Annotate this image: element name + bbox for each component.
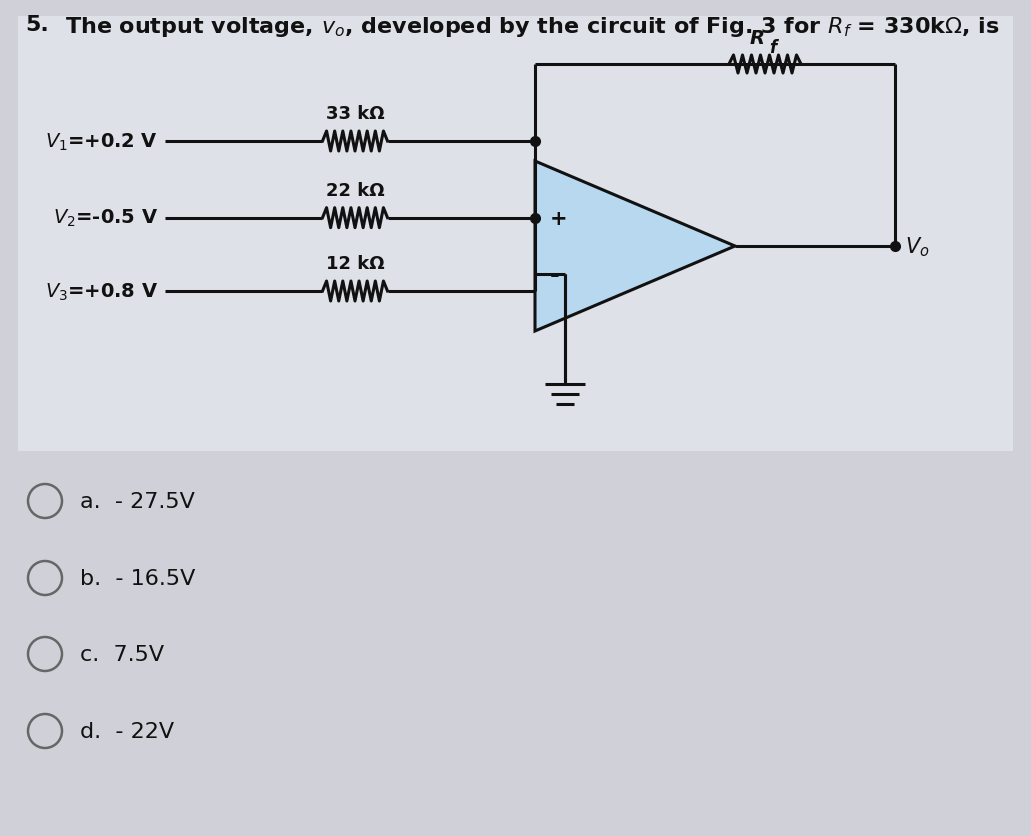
Text: 12 kΩ: 12 kΩ: [326, 255, 385, 273]
Text: f: f: [769, 39, 776, 57]
Text: 5.: 5.: [25, 15, 48, 35]
Text: +: +: [550, 208, 568, 228]
FancyBboxPatch shape: [18, 17, 1013, 451]
Text: 33 kΩ: 33 kΩ: [326, 104, 385, 123]
Text: b.  - 16.5V: b. - 16.5V: [80, 568, 196, 589]
Text: d.  - 22V: d. - 22V: [80, 721, 174, 741]
Text: $V_o$: $V_o$: [905, 235, 930, 258]
Text: -: -: [550, 263, 560, 287]
Text: a.  - 27.5V: a. - 27.5V: [80, 492, 195, 512]
Text: $V_1$=+0.2 V: $V_1$=+0.2 V: [45, 131, 158, 152]
Text: R: R: [750, 29, 765, 48]
Text: $V_2$=-0.5 V: $V_2$=-0.5 V: [53, 208, 158, 229]
Text: c.  7.5V: c. 7.5V: [80, 645, 164, 665]
Polygon shape: [535, 162, 735, 332]
Text: The output voltage, $\mathit{v_o}$, developed by the circuit of Fig. 3 for $R_f$: The output voltage, $\mathit{v_o}$, deve…: [65, 15, 1000, 39]
Text: 22 kΩ: 22 kΩ: [326, 181, 385, 200]
Text: $V_3$=+0.8 V: $V_3$=+0.8 V: [44, 281, 158, 303]
